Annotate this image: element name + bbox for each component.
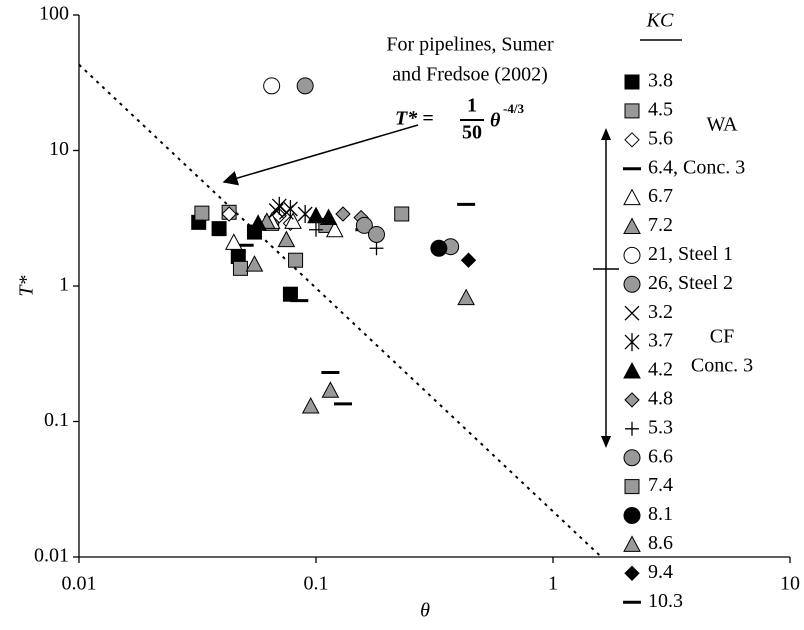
legend-label: 6.7: [648, 185, 673, 207]
legend-label: 3.7: [648, 330, 673, 352]
legend-label: 5.6: [648, 127, 673, 149]
legend-label: 8.1: [648, 503, 673, 525]
marker: [624, 305, 640, 321]
marker: [624, 74, 640, 90]
point: [301, 396, 320, 414]
marker: [624, 333, 640, 352]
x-tick-label: 0.1: [304, 573, 329, 595]
point: [271, 208, 287, 224]
point: [335, 206, 351, 222]
point: [282, 286, 298, 302]
legend-label: 26, Steel 2: [648, 272, 733, 294]
legend-label: 3.8: [648, 70, 673, 92]
point: [307, 206, 325, 224]
group-label: WA: [706, 114, 738, 136]
annotation: and Fredsoe (2002): [392, 64, 548, 86]
marker: [624, 392, 640, 408]
annotation-arrow: [222, 124, 419, 186]
point: [277, 230, 296, 248]
formula-exp: -4/3: [503, 101, 524, 116]
legend-label: 9.4: [648, 561, 673, 583]
marker: [623, 507, 641, 524]
y-tick-label: 0.1: [44, 409, 69, 431]
reference-line: [78, 63, 603, 558]
formula: T* = 1 50 θ -4/3: [395, 95, 524, 144]
point: [355, 216, 373, 234]
point: [263, 77, 281, 95]
marker: [623, 188, 641, 206]
annotation: For pipelines, Sumer: [386, 34, 554, 56]
point: [319, 208, 338, 226]
point: [194, 205, 210, 221]
point: [321, 381, 340, 398]
marker: [624, 103, 640, 119]
legend-label: 5.3: [648, 416, 673, 438]
legend-label: 10.3: [648, 590, 683, 612]
group-label: CF: [710, 326, 734, 348]
point: [282, 200, 298, 219]
y-tick-label: 1: [59, 274, 69, 296]
legend-label: 4.8: [648, 387, 673, 409]
point: [224, 233, 243, 250]
point: [460, 252, 477, 268]
x-tick-label: 10: [780, 573, 800, 595]
y-tick-label: 10: [49, 138, 69, 160]
point: [245, 255, 264, 272]
point: [232, 260, 248, 276]
legend-label: 6.6: [648, 445, 673, 467]
point: [309, 222, 323, 237]
x-tick-label: 0.01: [62, 573, 97, 595]
point: [284, 212, 302, 229]
legend-label: 21, Steel 1: [648, 243, 733, 265]
point: [394, 206, 410, 222]
y-axis-label: T*: [16, 275, 38, 296]
y-tick-label: 100: [39, 3, 69, 25]
marker: [623, 275, 641, 293]
legend-label: 4.2: [648, 359, 673, 381]
legend-title: KC: [646, 10, 674, 32]
marker: [624, 565, 640, 582]
marker: [623, 449, 641, 467]
point: [367, 225, 385, 243]
marker: [623, 535, 641, 552]
point: [221, 206, 237, 222]
point: [249, 214, 267, 231]
formula-lhs: T* =: [395, 108, 434, 130]
point: [211, 221, 227, 237]
point: [288, 252, 304, 268]
marker: [623, 246, 641, 264]
marker: [623, 217, 641, 234]
legend-label: 7.2: [648, 214, 673, 236]
group-label: Conc. 3: [691, 355, 753, 377]
marker: [625, 421, 639, 436]
point: [271, 196, 287, 215]
y-tick-label: 0.01: [34, 545, 69, 567]
marker: [623, 361, 641, 379]
legend-label: 6.4, Conc. 3: [648, 156, 745, 178]
marker: [624, 132, 640, 148]
formula-num: 1: [467, 95, 477, 117]
legend-label: 3.2: [648, 301, 673, 323]
x-tick-label: 1: [548, 573, 558, 595]
formula-base: θ: [490, 110, 501, 132]
point: [369, 241, 384, 256]
point: [296, 77, 314, 95]
point: [325, 220, 344, 238]
point: [430, 239, 448, 257]
point: [457, 288, 475, 306]
x-axis-label: θ: [420, 600, 430, 622]
formula-den: 50: [462, 122, 482, 144]
marker: [624, 479, 640, 495]
legend-label: 7.4: [648, 474, 673, 496]
legend-label: 4.5: [648, 98, 673, 120]
legend-label: 8.6: [648, 532, 673, 554]
